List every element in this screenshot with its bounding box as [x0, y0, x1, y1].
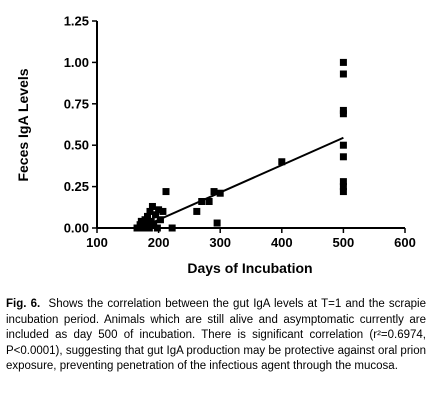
caption-text: Shows the correlation between the gut Ig… [6, 298, 426, 372]
data-point [193, 207, 201, 215]
x-tick-label: 200 [148, 235, 170, 250]
chart-ticks: 100 200 300 400 500 600 0.00 0.25 0.50 0.75 1.00 1.… [64, 14, 416, 251]
data-point [159, 207, 167, 215]
data-point [153, 224, 161, 232]
x-tick-label: 300 [209, 235, 231, 250]
data-point [339, 188, 347, 196]
data-point [144, 212, 152, 220]
data-point [205, 198, 213, 206]
data-point [168, 224, 176, 232]
data-point [339, 153, 347, 161]
data-point [339, 183, 347, 191]
scatter-chart: 100 200 300 400 500 600 0.00 0.25 0.50 0.75 1.00 1.… [15, 14, 416, 277]
y-tick-label: 0.25 [64, 179, 89, 194]
y-tick-label: 1.00 [64, 55, 89, 70]
data-point [152, 211, 160, 219]
x-tick-label: 600 [394, 235, 416, 250]
y-tick-label: 0.00 [64, 221, 89, 236]
y-tick-label: 0.50 [64, 138, 89, 153]
x-tick-label: 100 [86, 235, 108, 250]
x-axis-label: Days of Incubation [187, 260, 312, 276]
y-tick-label: 1.25 [64, 14, 89, 29]
data-point [155, 206, 163, 214]
data-point [145, 224, 153, 232]
regression-line-group [139, 136, 344, 229]
x-tick-label: 500 [333, 235, 355, 250]
data-point [150, 221, 158, 229]
data-point [339, 70, 347, 78]
data-point [210, 188, 218, 196]
data-point [213, 219, 221, 227]
figure-caption: Fig. 6. Shows the correlation between th… [6, 297, 426, 375]
data-point [339, 141, 347, 149]
y-axis-label: Feces IgA Levels [15, 68, 31, 181]
data-point [339, 110, 347, 118]
data-point [137, 217, 145, 225]
regression-line [139, 136, 344, 229]
chart-axes [96, 21, 405, 229]
data-point [339, 58, 347, 66]
data-point [146, 207, 154, 215]
data-points [133, 58, 347, 232]
data-point [148, 202, 156, 210]
data-point [162, 188, 170, 196]
x-tick-label: 400 [271, 235, 293, 250]
y-tick-label: 0.75 [64, 96, 89, 111]
data-point [339, 178, 347, 186]
data-point [278, 158, 286, 166]
figure-label: Fig. 6. [6, 298, 41, 310]
